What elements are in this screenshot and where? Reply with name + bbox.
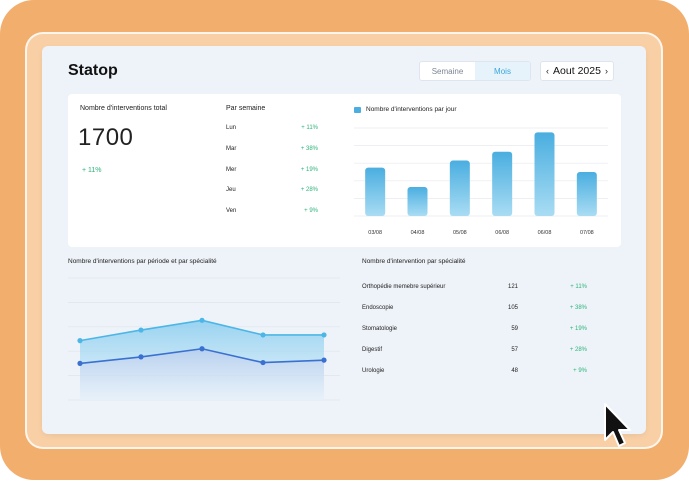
week-day: Mer bbox=[226, 167, 237, 173]
week-row: Jeu + 28% bbox=[226, 187, 318, 197]
mouse-cursor-icon bbox=[604, 403, 631, 447]
week-change: + 38% bbox=[300, 146, 318, 152]
data-point bbox=[77, 338, 83, 344]
bar-legend-label: Nombre d'interventions par jour bbox=[366, 106, 457, 113]
specialty-count: 105 bbox=[507, 305, 518, 311]
data-point bbox=[199, 317, 205, 323]
x-tick-label: 03/08 bbox=[368, 230, 382, 236]
table-row: Orthopédie memebre supérieur 121 + 11% bbox=[362, 284, 587, 294]
week-day: Mar bbox=[226, 146, 237, 152]
specialty-count: 57 bbox=[511, 347, 518, 353]
kpi-label: Nombre d'interventions total bbox=[80, 105, 167, 112]
x-tick-label: 04/08 bbox=[411, 230, 425, 236]
toggle-mois[interactable]: Mois bbox=[475, 62, 530, 80]
specialty-name: Orthopédie memebre supérieur bbox=[362, 284, 446, 290]
table-row: Endoscopie 105 + 38% bbox=[362, 305, 587, 315]
x-tick-label: 07/08 bbox=[580, 230, 594, 236]
bar bbox=[576, 172, 597, 216]
week-row: Mer + 19% bbox=[226, 167, 318, 177]
data-point bbox=[199, 346, 205, 352]
data-point bbox=[321, 332, 327, 338]
data-point bbox=[138, 354, 144, 360]
x-tick-label: 06/08 bbox=[538, 230, 552, 236]
bar-chart: 03/08 04/08 05/08 06/08 06/08 07/08 bbox=[354, 127, 608, 236]
specialty-title: Nombre d'intervention par spécialité bbox=[362, 258, 466, 265]
week-day: Jeu bbox=[226, 187, 236, 193]
bar bbox=[534, 132, 555, 216]
week-day: Ven bbox=[226, 208, 237, 214]
period-toggle: Semaine Mois bbox=[419, 61, 531, 81]
chevron-right-icon[interactable]: › bbox=[604, 66, 608, 76]
specialty-count: 48 bbox=[511, 368, 518, 374]
specialty-name: Endoscopie bbox=[362, 305, 394, 311]
data-point bbox=[77, 360, 83, 366]
chevron-left-icon[interactable]: ‹ bbox=[546, 66, 549, 76]
area-chart bbox=[68, 277, 340, 401]
bar bbox=[365, 167, 386, 216]
bar bbox=[492, 151, 513, 216]
area-chart-title: Nombre d'interventions par période et pa… bbox=[68, 258, 217, 265]
kpi-change: + 11% bbox=[82, 167, 102, 174]
bar-chart-legend: Nombre d'interventions par jour bbox=[354, 106, 456, 113]
toggle-semaine[interactable]: Semaine bbox=[431, 66, 464, 76]
month-label: Aout 2025 bbox=[553, 65, 601, 77]
specialty-change: + 19% bbox=[569, 326, 587, 332]
data-point bbox=[260, 332, 266, 338]
series-area bbox=[80, 348, 324, 400]
specialty-name: Stomatologie bbox=[362, 326, 398, 332]
specialty-change: + 38% bbox=[569, 305, 587, 311]
table-row: Stomatologie 59 + 19% bbox=[362, 326, 587, 336]
x-tick-label: 05/08 bbox=[453, 230, 467, 236]
data-point bbox=[321, 357, 327, 363]
specialty-count: 121 bbox=[507, 284, 518, 290]
app-title: Statop bbox=[68, 62, 118, 79]
week-row: Mar + 38% bbox=[226, 146, 318, 156]
table-row: Digestif 57 + 28% bbox=[362, 347, 587, 357]
month-picker: ‹ Aout 2025 › bbox=[540, 61, 614, 81]
legend-swatch bbox=[354, 106, 361, 113]
dashboard-window: Statop Semaine Mois ‹ Aout 2025 › Nombre… bbox=[42, 46, 646, 434]
week-change: + 11% bbox=[301, 125, 318, 131]
per-week-title: Par semaine bbox=[226, 105, 266, 112]
bar bbox=[407, 186, 428, 216]
x-tick-label: 06/08 bbox=[495, 230, 509, 236]
specialty-name: Digestif bbox=[362, 347, 383, 353]
specialty-change: + 11% bbox=[570, 284, 587, 290]
table-row: Urologie 48 + 9% bbox=[362, 368, 587, 378]
summary-card: Nombre d'interventions total 1700 + 11% … bbox=[68, 94, 621, 247]
week-change: + 9% bbox=[304, 208, 318, 214]
specialty-change: + 9% bbox=[573, 368, 587, 374]
week-row: Lun + 11% bbox=[226, 125, 318, 135]
data-point bbox=[138, 327, 144, 333]
specialty-change: + 28% bbox=[569, 347, 587, 353]
kpi-value: 1700 bbox=[78, 124, 134, 151]
week-change: + 28% bbox=[300, 187, 318, 193]
week-change: + 19% bbox=[300, 167, 318, 173]
data-point bbox=[260, 359, 266, 366]
week-day: Lun bbox=[226, 125, 237, 131]
specialty-name: Urologie bbox=[362, 368, 385, 374]
specialty-count: 59 bbox=[511, 326, 518, 332]
week-row: Ven + 9% bbox=[226, 208, 318, 218]
bar bbox=[449, 160, 470, 216]
